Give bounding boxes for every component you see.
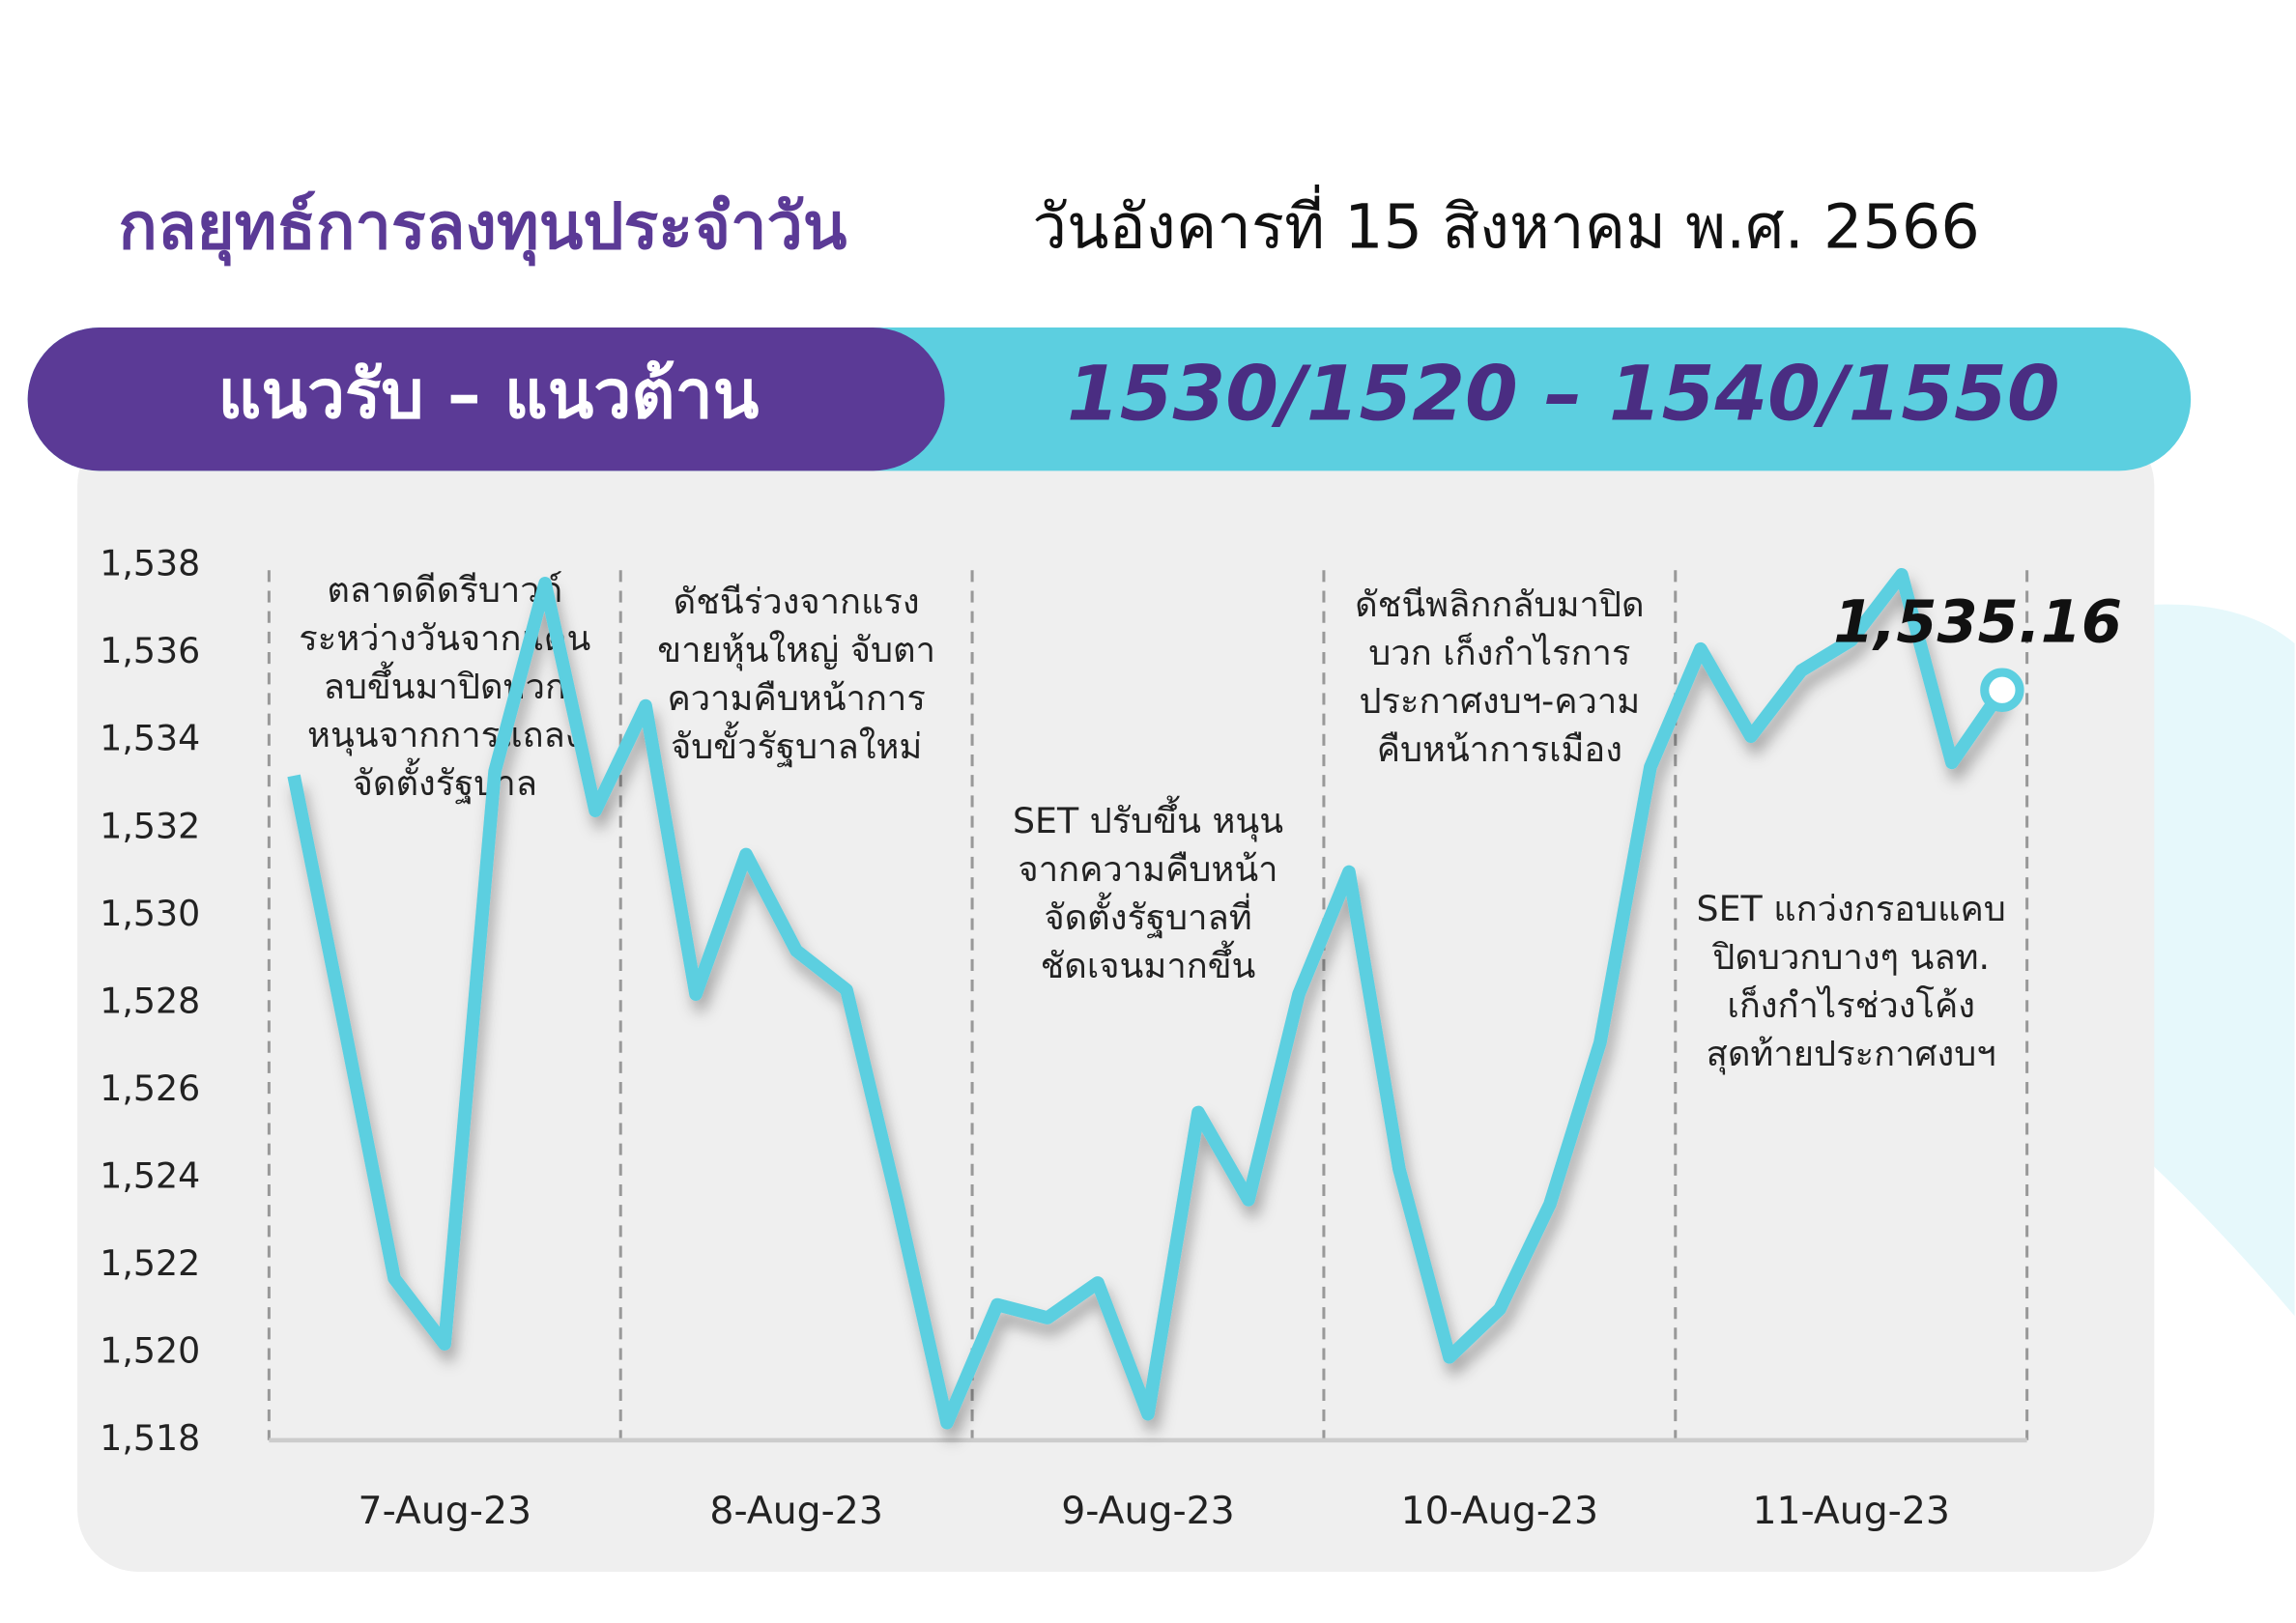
annotation: หนุนจากการแถลง <box>307 714 583 756</box>
y-tick-label: 1,522 <box>100 1242 200 1284</box>
x-tick-label: 10-Aug-23 <box>1401 1489 1598 1533</box>
x-tick-label: 11-Aug-23 <box>1752 1489 1949 1533</box>
x-tick-label: 9-Aug-23 <box>1061 1489 1234 1533</box>
y-tick-label: 1,518 <box>100 1417 200 1459</box>
annotation: ปิดบวกบางๆ นลท. <box>1712 936 1990 978</box>
annotation: ประกาศงบฯ-ความ <box>1359 680 1640 722</box>
annotation: จับขั้วรัฐบาลใหม่ <box>671 721 922 768</box>
y-tick-label: 1,532 <box>100 805 200 846</box>
y-tick-label: 1,538 <box>100 543 200 584</box>
y-tick-label: 1,530 <box>100 893 200 934</box>
annotation: ความคืบหน้าการ <box>667 677 925 719</box>
annotation: สุดท้ายประกาศงบฯ <box>1707 1033 1996 1075</box>
panel <box>77 423 2155 1573</box>
x-tick-label: 7-Aug-23 <box>359 1489 531 1533</box>
y-tick-label: 1,534 <box>100 718 200 759</box>
annotation: ระหว่างวันจากแดน <box>299 617 590 659</box>
annotation: ดัชนีพลิกกลับมาปิด <box>1355 584 1644 625</box>
y-tick-label: 1,526 <box>100 1068 200 1109</box>
annotation: ดัชนีร่วงจากแรง <box>674 581 920 622</box>
date: วันอังคารที่ 15 สิงหาคม พ.ศ. 2566 <box>1032 185 1979 263</box>
annotation: SET แกว่งกรอบแคบ <box>1697 888 2006 929</box>
banner-levels: 1530/1520 – 1540/1550 <box>1067 350 2060 439</box>
annotation: ขายหุ้นใหญ่ จับตา <box>657 629 935 671</box>
banner-label: แนวรับ – แนวต้าน <box>217 356 759 434</box>
annotation: คืบหน้าการเมือง <box>1377 728 1622 770</box>
last-label: 1,535.16 <box>1833 588 2122 656</box>
series-line <box>287 567 2008 1430</box>
y-tick-label: 1,524 <box>100 1154 200 1196</box>
last-point <box>1980 668 2024 712</box>
annotation: เก็งกำไรช่วงโค้ง <box>1727 983 1975 1026</box>
title: กลยุทธ์การลงทุนประจำวัน <box>118 188 847 267</box>
y-tick-label: 1,536 <box>100 630 200 671</box>
annotation: ลบขึ้นมาปิดบวก <box>324 661 566 707</box>
annotation: จัดตั้งรัฐบาลที่ <box>1044 892 1251 939</box>
annotation: บวก เก็งกำไรการ <box>1368 631 1630 673</box>
annotation: SET ปรับขึ้น หนุน <box>1013 795 1283 842</box>
annotation: จัดตั้งรัฐบาล <box>353 757 537 805</box>
annotation: จากความคืบหน้า <box>1018 848 1277 890</box>
annotation: ตลาดดีดรีบาวด์ <box>327 569 562 611</box>
y-tick-label: 1,528 <box>100 980 200 1021</box>
banner-left <box>27 327 945 471</box>
annotation: ชัดเจนมากขึ้น <box>1041 940 1256 986</box>
x-tick-label: 8-Aug-23 <box>709 1489 882 1533</box>
y-tick-label: 1,520 <box>100 1329 200 1371</box>
